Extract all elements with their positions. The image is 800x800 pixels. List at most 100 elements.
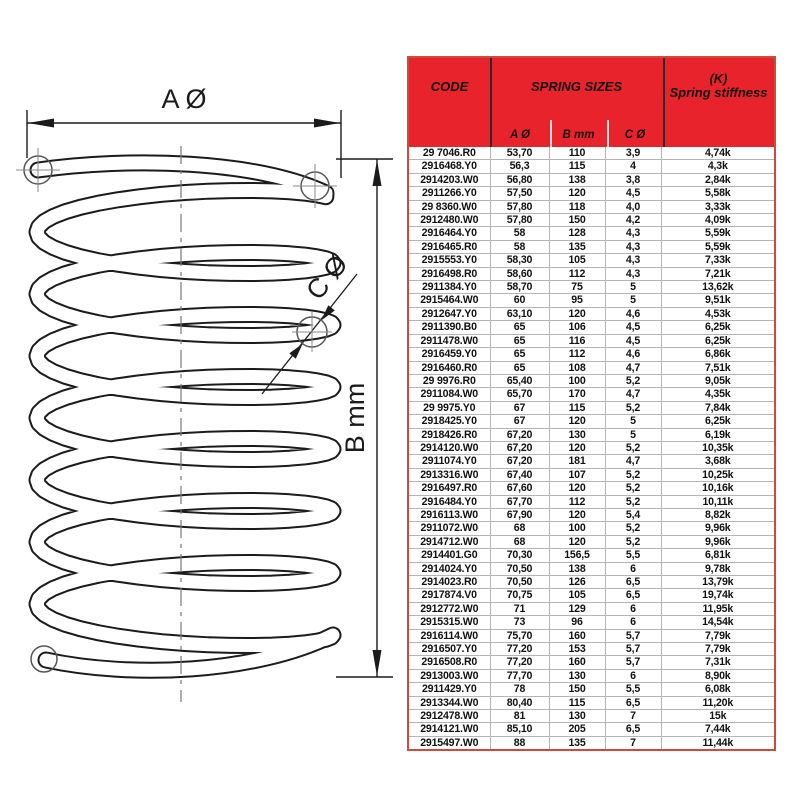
stiffness-cell: 10,35k <box>661 440 774 455</box>
stiffness-cell: 9,96k <box>661 534 774 549</box>
c-diameter-cell: 5,7 <box>605 642 662 656</box>
stiffness-cell: 11,20k <box>661 695 774 710</box>
c-diameter-cell: 4,5 <box>605 320 662 335</box>
c-diameter-cell: 6 <box>605 668 662 683</box>
table-row: 2914121.W0 85,10 205 6,5 7,44k <box>409 722 774 737</box>
stiffness-cell: 5,59k <box>661 226 774 241</box>
stiffness-cell: 7,33k <box>661 253 774 268</box>
spec-table: 29 7046.R0 53,70 110 3,9 4,74k 2916468.Y0 56,3… <box>409 147 774 750</box>
b-mm-cell: 138 <box>549 561 606 576</box>
subheader-a-diameter: A Ø <box>509 128 531 141</box>
b-mm-cell: 120 <box>549 186 606 201</box>
stiffness-cell: 5,58k <box>661 186 774 201</box>
stiffness-cell: 7,79k <box>661 628 774 643</box>
table-row: 2912478.W0 81 130 7 15k <box>409 709 774 723</box>
a-diameter-cell: 70,30 <box>490 548 550 563</box>
stiffness-cell: 7,44k <box>661 722 774 737</box>
b-mm-cell: 150 <box>549 682 606 697</box>
c-diameter-cell: 5,5 <box>605 682 662 697</box>
subheader-divider <box>607 120 609 147</box>
stiffness-cell: 4,53k <box>661 306 774 321</box>
c-diameter-cell: 7 <box>605 709 662 723</box>
table-row: 2914024.Y0 70,50 138 6 9,78k <box>409 561 774 576</box>
table-row: 2916507.Y0 77,20 153 5,7 7,79k <box>409 642 774 656</box>
a-diameter-cell: 65 <box>490 347 550 361</box>
stiffness-cell: 4,3k <box>661 159 774 174</box>
table-row: 2916465.R0 58 135 4,3 5,59k <box>409 239 774 254</box>
a-diameter-cell: 70,50 <box>490 574 550 589</box>
c-diameter-cell: 5,2 <box>605 494 662 509</box>
a-diameter-cell: 67,70 <box>490 494 550 509</box>
c-diameter-cell: 5,2 <box>605 521 662 536</box>
c-diameter-cell: 4,3 <box>605 226 662 241</box>
table-row: 2916498.R0 58,60 112 4,3 7,21k <box>409 266 774 281</box>
b-mm-cell: 120 <box>549 306 606 321</box>
stiffness-cell: 7,79k <box>661 642 774 656</box>
a-diameter-cell: 67,90 <box>490 507 550 522</box>
stiffness-cell: 14,54k <box>661 615 774 630</box>
table-row: 2916459.Y0 65 112 4,6 6,86k <box>409 347 774 361</box>
code-cell: 2918426.R0 <box>409 427 491 442</box>
c-diameter-cell: 6 <box>605 601 662 616</box>
table-row: 2914120.W0 67,20 120 5,2 10,35k <box>409 440 774 455</box>
stiffness-cell: 6,25k <box>661 414 774 429</box>
a-diameter-cell: 58 <box>490 226 550 241</box>
stiffness-cell: 11,95k <box>661 601 774 616</box>
table-row: 2918425.Y0 67 120 5 6,25k <box>409 414 774 429</box>
code-cell: 2914121.W0 <box>409 722 491 737</box>
code-cell: 2914401.G0 <box>409 548 491 563</box>
c-diameter-cell: 4,5 <box>605 333 662 348</box>
a-diameter-cell: 67,20 <box>490 440 550 455</box>
column-header-code: CODE <box>430 78 469 94</box>
stiffness-cell: 9,51k <box>661 293 774 308</box>
stiffness-cell: 6,25k <box>661 320 774 335</box>
a-diameter-cell: 77,70 <box>490 668 550 683</box>
b-mm-cell: 105 <box>549 588 606 603</box>
b-mm-cell: 115 <box>549 695 606 710</box>
b-mm-cell: 181 <box>549 454 606 469</box>
table-row: 2916113.W0 67,90 120 5,4 8,82k <box>409 507 774 522</box>
table-row: 2914023.R0 70,50 126 6,5 13,79k <box>409 574 774 589</box>
b-mm-cell: 120 <box>549 414 606 429</box>
wire-end-marker-bottom-left <box>30 645 58 673</box>
code-cell: 2916464.Y0 <box>409 226 491 241</box>
stiffness-cell: 10,11k <box>661 494 774 509</box>
b-mm-cell: 100 <box>549 521 606 536</box>
c-diameter-cell: 4,6 <box>605 306 662 321</box>
stiffness-cell: 15k <box>661 709 774 723</box>
b-mm-cell: 128 <box>549 226 606 241</box>
c-diameter-cell: 4,2 <box>605 213 662 227</box>
a-diameter-cell: 67 <box>490 414 550 429</box>
c-diameter-cell: 5 <box>605 293 662 308</box>
code-cell: 2915497.W0 <box>409 735 491 750</box>
a-diameter-cell: 88 <box>490 735 550 750</box>
table-row: 2914203.W0 56,80 138 3,8 2,84k <box>409 172 774 187</box>
c-diameter-cell: 4,7 <box>605 387 662 402</box>
a-diameter-cell: 67,20 <box>490 427 550 442</box>
stiffness-cell: 11,44k <box>661 735 774 750</box>
subheader-divider <box>550 120 552 147</box>
table-row: 29 7046.R0 53,70 110 3,9 4,74k <box>409 147 774 160</box>
code-cell: 2912647.Y0 <box>409 306 491 321</box>
code-cell: 29 9975.Y0 <box>409 400 491 415</box>
table-row: 2911072.W0 68 100 5,2 9,96k <box>409 521 774 536</box>
b-mm-cell: 138 <box>549 172 606 187</box>
a-diameter-cell: 65,40 <box>490 373 550 388</box>
a-diameter-cell: 77,20 <box>490 642 550 656</box>
c-diameter-cell: 5,5 <box>605 548 662 563</box>
a-diameter-cell: 53,70 <box>490 147 550 160</box>
stiffness-cell: 6,19k <box>661 427 774 442</box>
b-mm-cell: 118 <box>549 199 606 214</box>
arrowhead-lower-icon <box>289 343 303 359</box>
table-row: 2915464.W0 60 95 5 9,51k <box>409 293 774 308</box>
a-diameter-cell: 70,75 <box>490 588 550 603</box>
code-cell: 2917874.V0 <box>409 588 491 603</box>
table-row: 2911390.B0 65 106 4,5 6,25k <box>409 320 774 335</box>
column-header-spring-sizes: SPRING SIZES <box>530 78 623 94</box>
b-mm-cell: 75 <box>549 280 606 294</box>
c-diameter-cell: 6,5 <box>605 588 662 603</box>
c-diameter-cell: 4,3 <box>605 266 662 281</box>
code-cell: 2913003.W0 <box>409 668 491 683</box>
table-row: 2916114.W0 75,70 160 5,7 7,79k <box>409 628 774 643</box>
